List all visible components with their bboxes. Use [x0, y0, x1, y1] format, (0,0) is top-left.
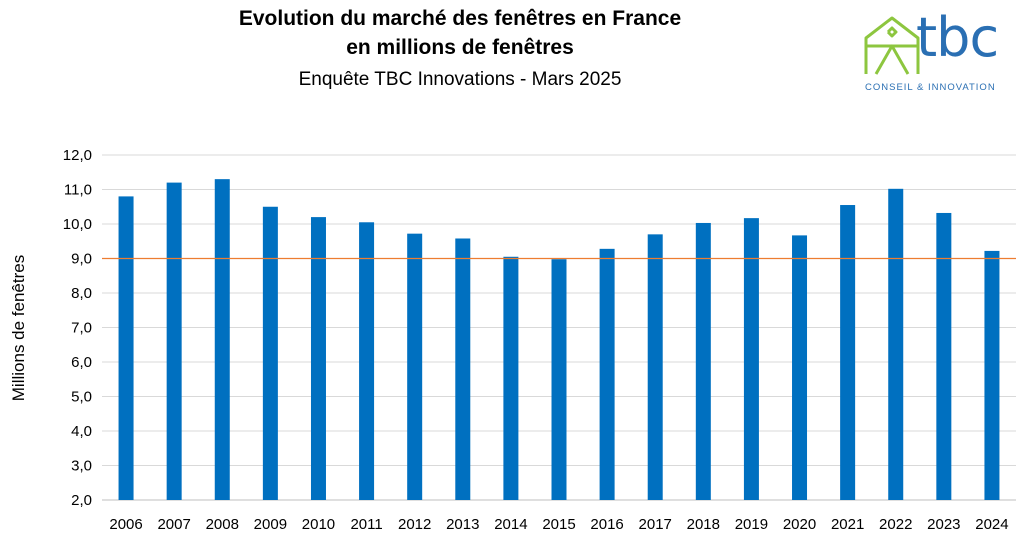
x-tick-label-2011: 2011: [350, 516, 382, 533]
x-tick-label-2013: 2013: [446, 516, 479, 533]
bar-2017: [647, 234, 663, 500]
bar-2021: [840, 205, 856, 500]
y-tick-label: 6,0: [71, 354, 92, 371]
x-tick-labels: 2006 2007 2008 2009 2010 2011 2012 2013 2014 2015…: [109, 516, 1008, 533]
logo-tagline: CONSEIL & INNOVATION: [865, 82, 996, 93]
x-tick-label-2006: 2006: [109, 516, 142, 533]
x-tick-label-2017: 2017: [639, 516, 672, 533]
x-tick-label-2024: 2024: [975, 516, 1008, 533]
x-tick-label-2021: 2021: [831, 516, 864, 533]
bar-2008: [214, 179, 230, 500]
bar-2023: [936, 212, 952, 500]
bar-2014: [503, 256, 519, 500]
bar-2009: [262, 206, 278, 500]
x-tick-label-2014: 2014: [494, 516, 527, 533]
y-tick-label: 11,0: [64, 182, 92, 199]
chart-title-line-2: en millions de fenêtres: [346, 36, 574, 59]
bar-2022: [888, 188, 904, 500]
bar-2018: [695, 222, 711, 500]
bar-2006: [118, 196, 134, 500]
x-tick-label-2020: 2020: [783, 516, 816, 533]
y-tick-label: 3,0: [71, 458, 92, 475]
bar-2012: [407, 233, 423, 500]
x-tick-label-2015: 2015: [542, 516, 575, 533]
x-tick-label-2010: 2010: [302, 516, 335, 533]
logo-text: tbc: [916, 6, 999, 69]
x-tick-label-2019: 2019: [735, 516, 768, 533]
x-tick-label-2016: 2016: [590, 516, 623, 533]
bar-2011: [359, 222, 375, 500]
y-tick-label: 12,0: [63, 147, 92, 164]
y-tick-label: 2,0: [71, 492, 92, 509]
x-tick-label-2022: 2022: [879, 516, 912, 533]
y-tick-label: 7,0: [71, 320, 92, 337]
y-tick-labels: 2,0 3,0 4,0 5,0 6,0 7,0 8,0 9,0 10,0 11,0 12,0: [63, 147, 92, 509]
chart-title: Evolution du marché des fenêtres en Fran…: [160, 4, 760, 62]
bar-2024: [984, 250, 1000, 500]
y-tick-label: 5,0: [71, 389, 92, 406]
chart-subtitle: Enquête TBC Innovations - Mars 2025: [298, 69, 622, 90]
bar-2013: [455, 238, 471, 501]
bar-2010: [310, 217, 326, 500]
chart-title-line-1: Evolution du marché des fenêtres en Fran…: [238, 7, 682, 30]
x-tick-label-2008: 2008: [206, 516, 239, 533]
x-tick-label-2012: 2012: [398, 516, 431, 533]
bar-2015: [551, 259, 567, 500]
x-tick-label-2018: 2018: [687, 516, 720, 533]
bar-2020: [792, 235, 808, 500]
x-tick-label-2023: 2023: [927, 516, 960, 533]
bar-2007: [166, 182, 182, 500]
bars: [118, 179, 1000, 501]
y-tick-label: 9,0: [71, 251, 92, 268]
y-tick-label: 8,0: [71, 285, 92, 302]
x-tick-label-2007: 2007: [157, 516, 190, 533]
y-tick-label: 4,0: [71, 423, 92, 440]
house-logo-icon: [864, 16, 920, 75]
y-axis-label: Millions de fenêtres: [9, 255, 28, 401]
x-tick-label-2009: 2009: [254, 516, 287, 533]
y-tick-label: 10,0: [63, 216, 92, 233]
bar-2016: [599, 248, 615, 500]
bar-2019: [743, 218, 759, 500]
